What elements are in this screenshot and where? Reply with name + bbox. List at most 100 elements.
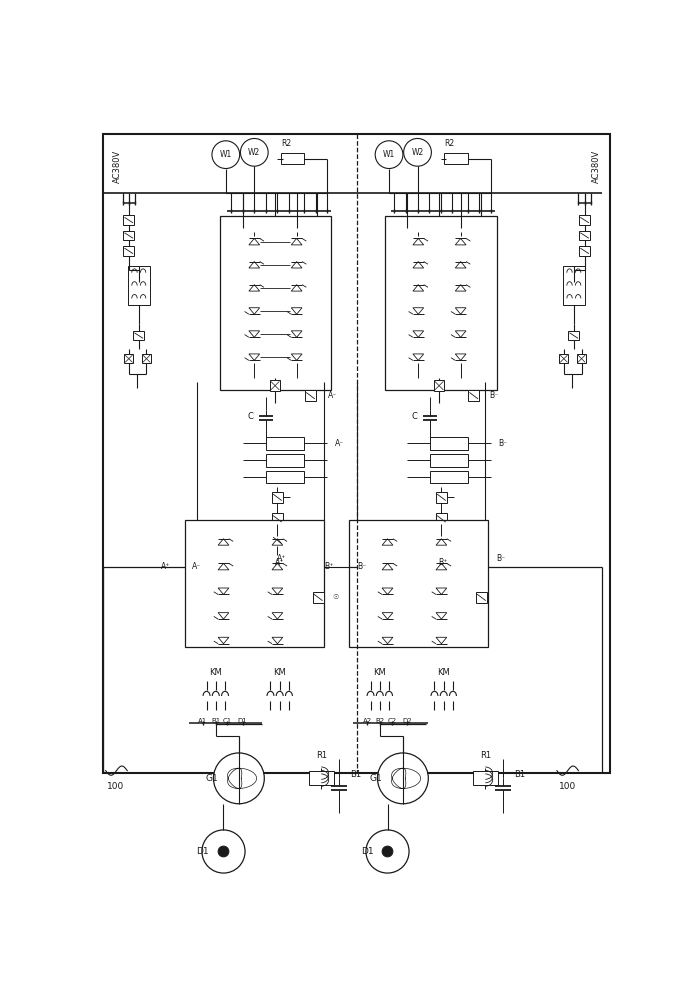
Bar <box>430 454 468 466</box>
Text: B2: B2 <box>375 718 384 724</box>
Polygon shape <box>413 354 424 360</box>
Polygon shape <box>382 613 393 619</box>
Bar <box>123 231 134 240</box>
Polygon shape <box>436 539 447 545</box>
Bar <box>579 246 590 256</box>
Polygon shape <box>218 637 229 644</box>
Text: R1: R1 <box>480 751 491 760</box>
Polygon shape <box>455 238 466 245</box>
Text: W2: W2 <box>411 148 424 157</box>
Polygon shape <box>436 637 447 644</box>
Bar <box>123 215 134 225</box>
Bar <box>359 528 478 642</box>
Text: D1: D1 <box>361 847 374 856</box>
Bar <box>195 528 315 642</box>
Bar <box>281 153 304 164</box>
Polygon shape <box>249 331 260 337</box>
Text: R2: R2 <box>444 139 454 148</box>
Bar <box>434 380 445 391</box>
Text: B⁻: B⁻ <box>496 554 505 563</box>
Text: A⁺: A⁺ <box>161 562 171 571</box>
Text: B⁻: B⁻ <box>498 439 507 448</box>
Bar <box>272 513 283 524</box>
Polygon shape <box>382 588 393 594</box>
Text: B1: B1 <box>514 770 525 779</box>
Polygon shape <box>291 331 302 337</box>
Text: G1: G1 <box>205 774 219 783</box>
Circle shape <box>212 141 239 169</box>
Bar <box>220 216 331 389</box>
Bar <box>313 592 324 603</box>
Bar <box>436 513 447 524</box>
Polygon shape <box>382 637 393 644</box>
Text: D1: D1 <box>238 718 248 724</box>
Polygon shape <box>272 563 283 570</box>
Polygon shape <box>249 285 260 291</box>
Bar <box>124 354 134 363</box>
Bar <box>134 331 144 340</box>
Text: 100: 100 <box>559 782 576 791</box>
Bar <box>563 266 585 305</box>
Circle shape <box>366 830 409 873</box>
Polygon shape <box>436 588 447 594</box>
Bar <box>579 231 590 240</box>
Polygon shape <box>272 588 283 594</box>
Text: KM: KM <box>274 668 286 677</box>
Text: A1: A1 <box>198 718 207 724</box>
Text: AC380V: AC380V <box>592 150 601 183</box>
Bar <box>231 228 319 382</box>
Text: B⁺: B⁺ <box>438 558 448 567</box>
Text: KM: KM <box>209 668 222 677</box>
Bar <box>430 437 468 450</box>
Bar <box>445 153 468 164</box>
Polygon shape <box>455 262 466 268</box>
Text: D1: D1 <box>196 847 209 856</box>
Bar <box>385 216 497 389</box>
Text: B1: B1 <box>211 718 221 724</box>
Bar <box>185 520 324 647</box>
Text: A⁺: A⁺ <box>276 554 286 563</box>
Polygon shape <box>436 563 447 570</box>
Text: A⁻: A⁻ <box>192 562 201 571</box>
Polygon shape <box>249 262 260 268</box>
Text: KM: KM <box>437 668 450 677</box>
Polygon shape <box>413 285 424 291</box>
Bar <box>123 246 134 256</box>
Polygon shape <box>272 613 283 619</box>
Bar <box>269 380 280 391</box>
Text: B⁻: B⁻ <box>489 391 498 400</box>
Text: W2: W2 <box>248 148 260 157</box>
Polygon shape <box>218 588 229 594</box>
Text: W1: W1 <box>383 150 395 159</box>
Polygon shape <box>218 563 229 570</box>
Bar <box>272 492 283 503</box>
Bar <box>266 437 304 450</box>
Bar <box>266 471 304 483</box>
Polygon shape <box>291 308 302 314</box>
Text: A⁺: A⁺ <box>275 558 285 567</box>
Polygon shape <box>413 331 424 337</box>
Text: G1: G1 <box>370 774 382 783</box>
Circle shape <box>377 753 428 804</box>
Circle shape <box>240 138 268 166</box>
Polygon shape <box>291 354 302 360</box>
Polygon shape <box>436 613 447 619</box>
Bar <box>305 390 316 401</box>
Bar <box>309 771 333 785</box>
Bar <box>473 771 498 785</box>
Bar <box>468 390 479 401</box>
Polygon shape <box>249 238 260 245</box>
Text: C: C <box>411 412 418 421</box>
Polygon shape <box>218 539 229 545</box>
Bar <box>266 454 304 466</box>
Text: A⁻: A⁻ <box>335 439 345 448</box>
Bar <box>436 492 447 503</box>
Circle shape <box>404 138 432 166</box>
Bar <box>476 592 487 603</box>
Text: KM: KM <box>374 668 386 677</box>
Text: A2: A2 <box>363 718 372 724</box>
Text: B⁺: B⁺ <box>324 562 333 571</box>
Text: 100: 100 <box>107 782 125 791</box>
Polygon shape <box>291 238 302 245</box>
Polygon shape <box>382 563 393 570</box>
